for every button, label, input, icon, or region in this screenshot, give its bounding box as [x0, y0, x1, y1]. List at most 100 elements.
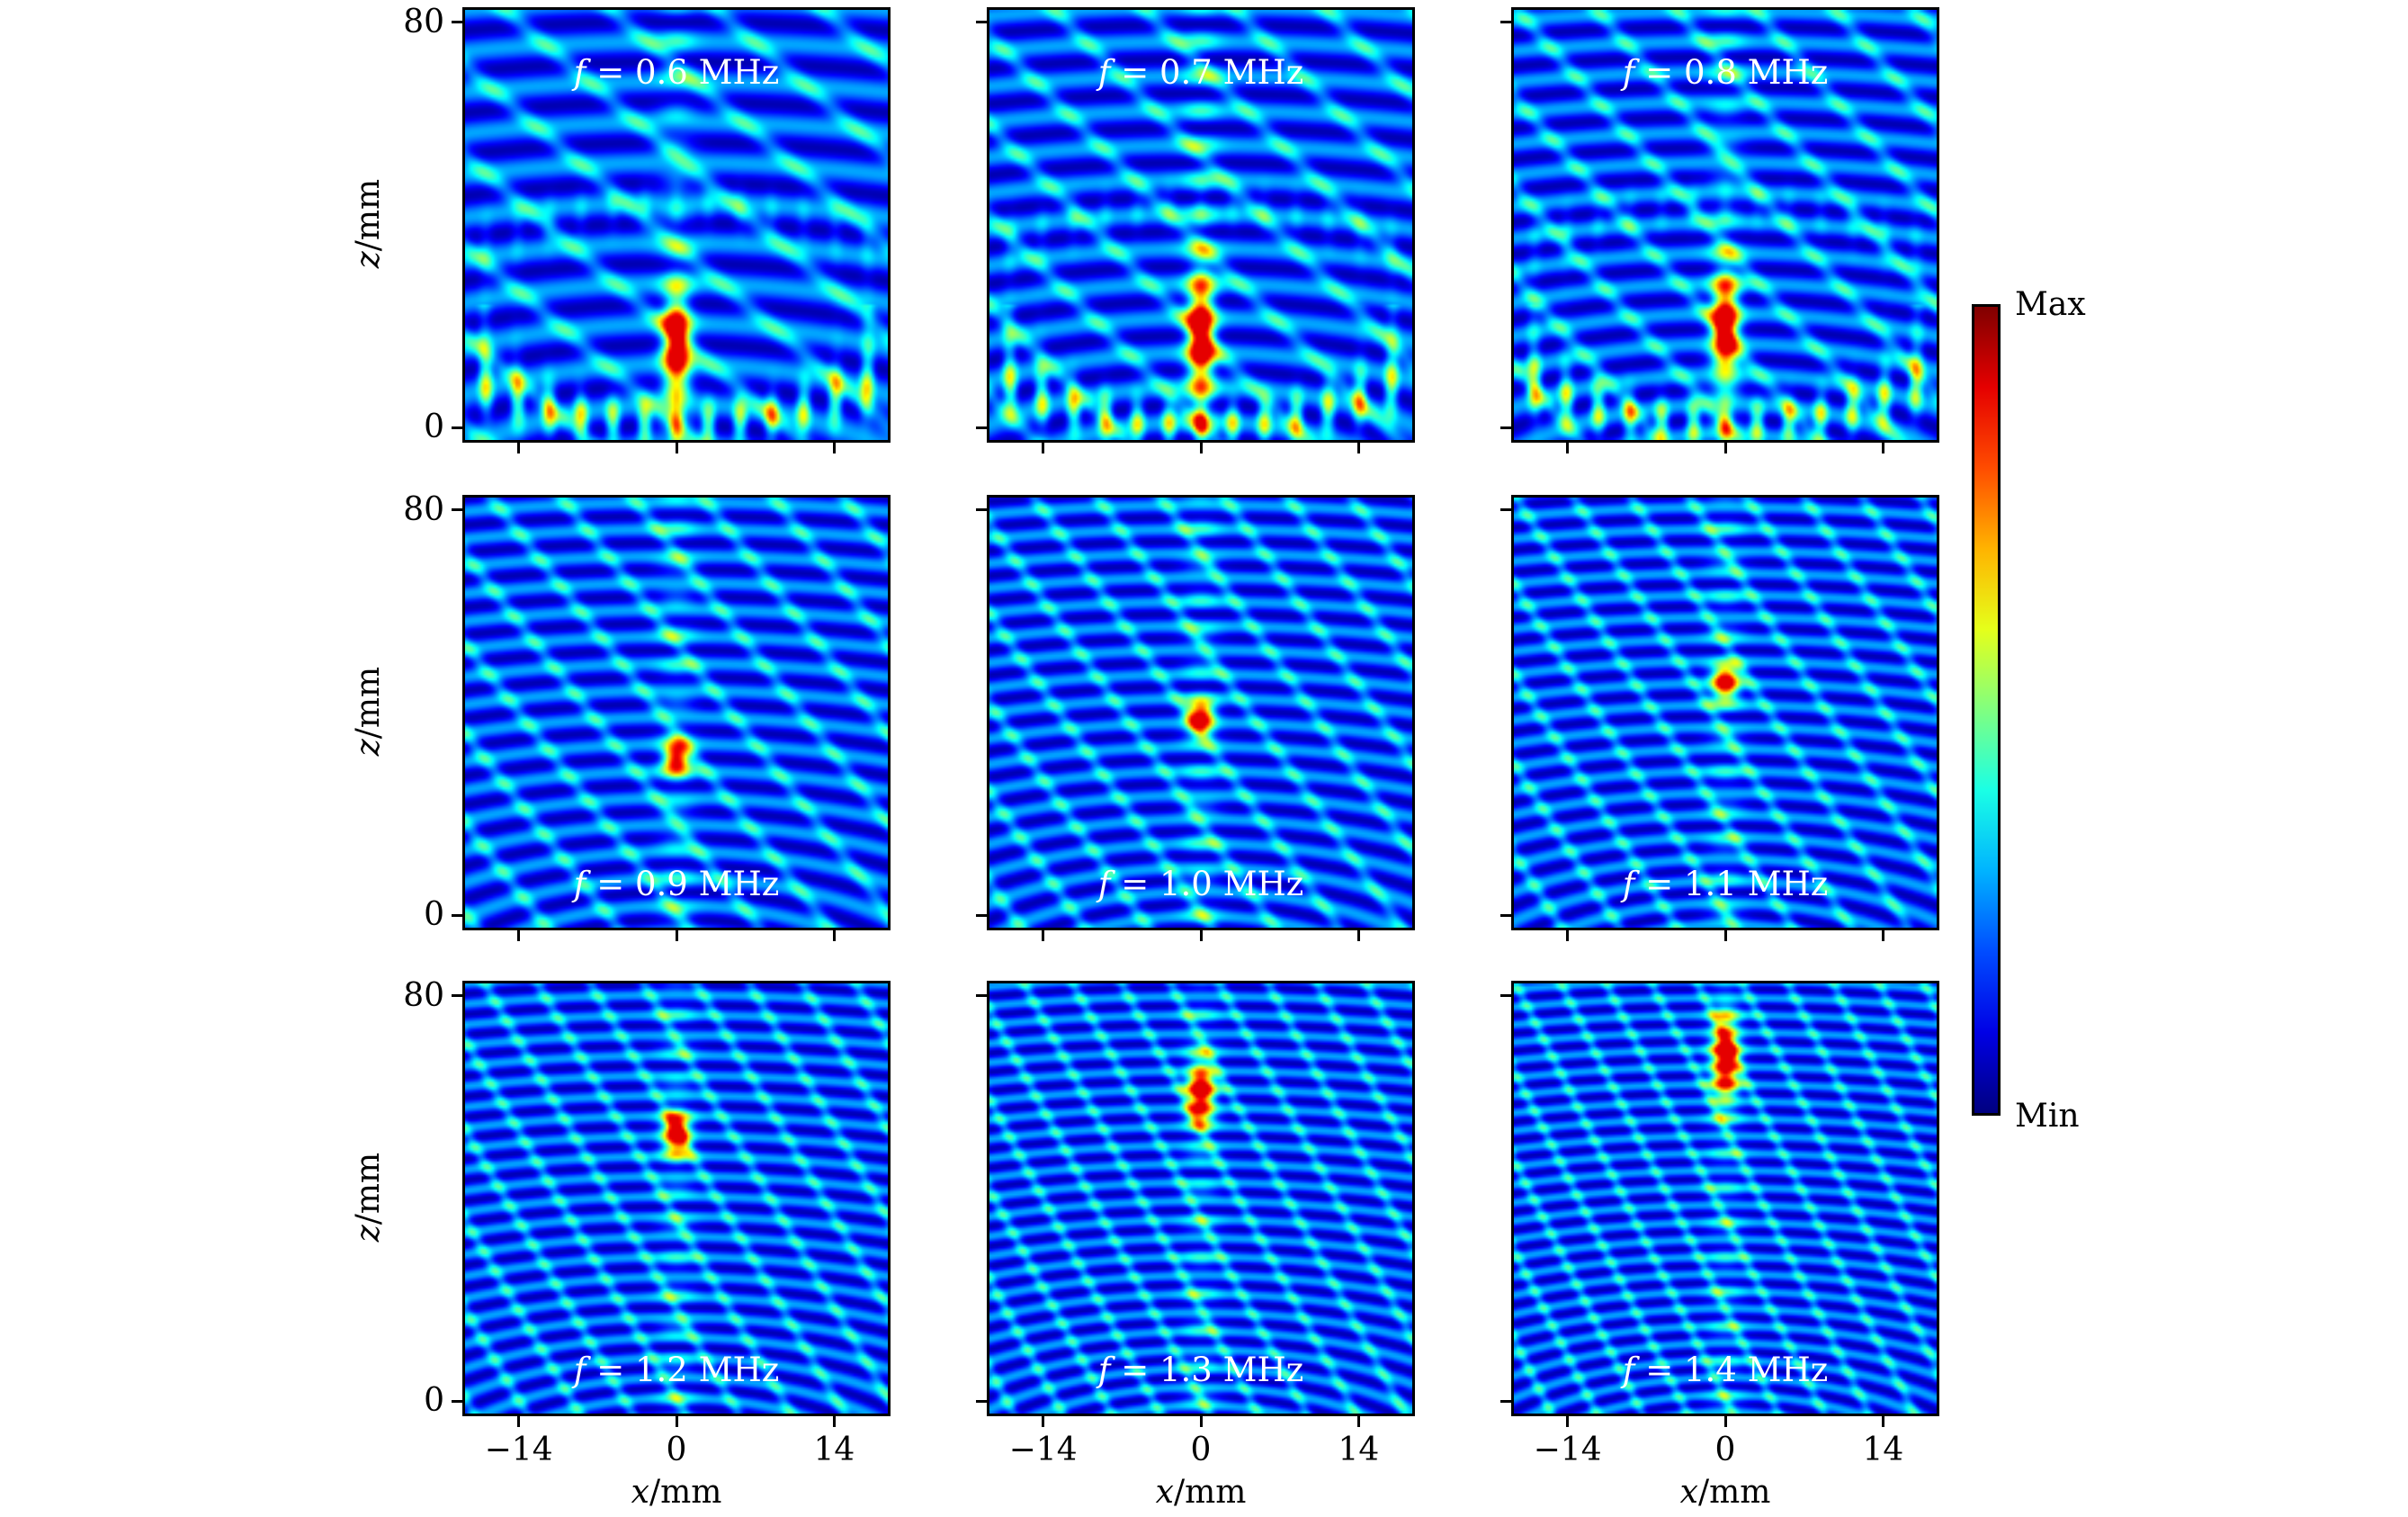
y-axis-title: z/mm: [350, 667, 387, 756]
x-tick-mark: [1356, 443, 1360, 453]
frequency-variable: f: [1097, 865, 1111, 903]
frequency-variable: f: [1622, 53, 1635, 92]
frequency-variable: f: [573, 1351, 586, 1389]
y-tick-mark: [452, 994, 462, 998]
x-tick-mark: [675, 1416, 678, 1427]
heatmap-panel: f = 1.4 MHz: [1511, 981, 1939, 1416]
pressure-field-heatmap: [1514, 498, 1937, 928]
x-tick-mark: [1881, 1416, 1884, 1427]
y-tick-mark: [452, 21, 462, 24]
frequency-label: f = 1.1 MHz: [1514, 865, 1937, 903]
x-tick-mark: [1042, 443, 1045, 453]
y-tick-mark: [1500, 1399, 1511, 1403]
x-tick-label: 0: [666, 1432, 687, 1468]
x-tick-label: 14: [1338, 1432, 1380, 1468]
frequency-value: = 1.1 MHz: [1634, 865, 1829, 903]
frequency-label: f = 0.7 MHz: [989, 53, 1412, 92]
x-axis-variable: x: [631, 1474, 649, 1511]
y-tick-label: 80: [403, 490, 444, 528]
x-axis-unit: /mm: [1173, 1474, 1247, 1511]
x-tick-label: −14: [484, 1432, 553, 1468]
y-tick-mark: [976, 426, 987, 429]
y-axis-unit: /mm: [350, 178, 388, 252]
frequency-variable: f: [573, 53, 586, 92]
x-tick-mark: [1881, 443, 1884, 453]
colorbar: [1972, 304, 2001, 1116]
x-axis-title: x/mm: [1147, 1474, 1255, 1511]
x-tick-mark: [517, 1416, 521, 1427]
x-tick-mark: [517, 443, 521, 453]
pressure-field-heatmap: [989, 983, 1412, 1414]
frequency-variable: f: [1097, 53, 1111, 92]
frequency-value: = 1.3 MHz: [1110, 1351, 1304, 1389]
y-axis-variable: z: [350, 739, 388, 757]
x-tick-mark: [1199, 443, 1203, 453]
heatmap-panel: f = 0.7 MHz: [987, 7, 1415, 443]
y-tick-mark: [452, 913, 462, 917]
x-tick-label: 14: [1862, 1432, 1904, 1468]
x-axis-variable: x: [1679, 1474, 1698, 1511]
y-axis-unit: /mm: [350, 666, 388, 740]
y-axis-variable: z: [350, 1225, 388, 1243]
frequency-value: = 1.4 MHz: [1634, 1351, 1829, 1389]
frequency-value: = 0.7 MHz: [1110, 53, 1304, 92]
x-axis-variable: x: [1155, 1474, 1174, 1511]
y-axis-title: z/mm: [350, 179, 387, 268]
y-axis-unit: /mm: [350, 1152, 388, 1225]
y-tick-label: 80: [403, 3, 444, 40]
x-tick-mark: [1042, 930, 1045, 941]
y-tick-mark: [452, 508, 462, 512]
x-tick-mark: [1566, 1416, 1570, 1427]
x-tick-mark: [517, 930, 521, 941]
x-axis-unit: /mm: [1697, 1474, 1771, 1511]
y-tick-mark: [1500, 994, 1511, 998]
x-tick-label: −14: [1008, 1432, 1078, 1468]
x-tick-mark: [1042, 1416, 1045, 1427]
heatmap-panel: f = 1.1 MHz: [1511, 495, 1939, 930]
frequency-label: f = 1.0 MHz: [989, 865, 1412, 903]
frequency-label: f = 0.6 MHz: [465, 53, 888, 92]
x-tick-mark: [1881, 930, 1884, 941]
heatmap-panel: f = 0.9 MHz: [462, 495, 891, 930]
x-tick-mark: [1199, 930, 1203, 941]
frequency-variable: f: [1622, 1351, 1635, 1389]
heatmap-panel: f = 1.2 MHz: [462, 981, 891, 1416]
frequency-label: f = 1.3 MHz: [989, 1351, 1412, 1389]
frequency-label: f = 1.2 MHz: [465, 1351, 888, 1389]
pressure-field-heatmap: [465, 498, 888, 928]
frequency-value: = 1.0 MHz: [1110, 865, 1304, 903]
frequency-label: f = 0.8 MHz: [1514, 53, 1937, 92]
pressure-field-heatmap: [1514, 10, 1937, 440]
x-tick-mark: [675, 443, 678, 453]
frequency-label: f = 1.4 MHz: [1514, 1351, 1937, 1389]
x-tick-label: 0: [1714, 1432, 1736, 1468]
y-tick-mark: [976, 1399, 987, 1403]
y-tick-mark: [1500, 913, 1511, 917]
frequency-label: f = 0.9 MHz: [465, 865, 888, 903]
y-tick-label: 80: [403, 976, 444, 1014]
colorbar-max-label: Max: [2015, 286, 2086, 323]
x-axis-unit: /mm: [649, 1474, 722, 1511]
heatmap-panel: f = 0.6 MHz: [462, 7, 891, 443]
x-tick-mark: [1566, 443, 1570, 453]
y-axis-title: z/mm: [350, 1153, 387, 1242]
frequency-value: = 1.2 MHz: [586, 1351, 780, 1389]
x-tick-mark: [1723, 930, 1727, 941]
y-tick-mark: [452, 426, 462, 429]
x-tick-mark: [1356, 930, 1360, 941]
frequency-variable: f: [1622, 865, 1635, 903]
x-tick-label: 0: [1190, 1432, 1212, 1468]
x-axis-title: x/mm: [622, 1474, 730, 1511]
x-tick-mark: [832, 930, 836, 941]
x-tick-label: −14: [1533, 1432, 1602, 1468]
y-tick-mark: [1500, 508, 1511, 512]
y-tick-mark: [976, 21, 987, 24]
y-tick-label: 0: [424, 408, 444, 446]
y-tick-mark: [976, 508, 987, 512]
frequency-value: = 0.9 MHz: [586, 865, 780, 903]
y-tick-mark: [976, 994, 987, 998]
x-tick-mark: [832, 1416, 836, 1427]
pressure-field-heatmap: [989, 10, 1412, 440]
y-tick-mark: [452, 1399, 462, 1403]
